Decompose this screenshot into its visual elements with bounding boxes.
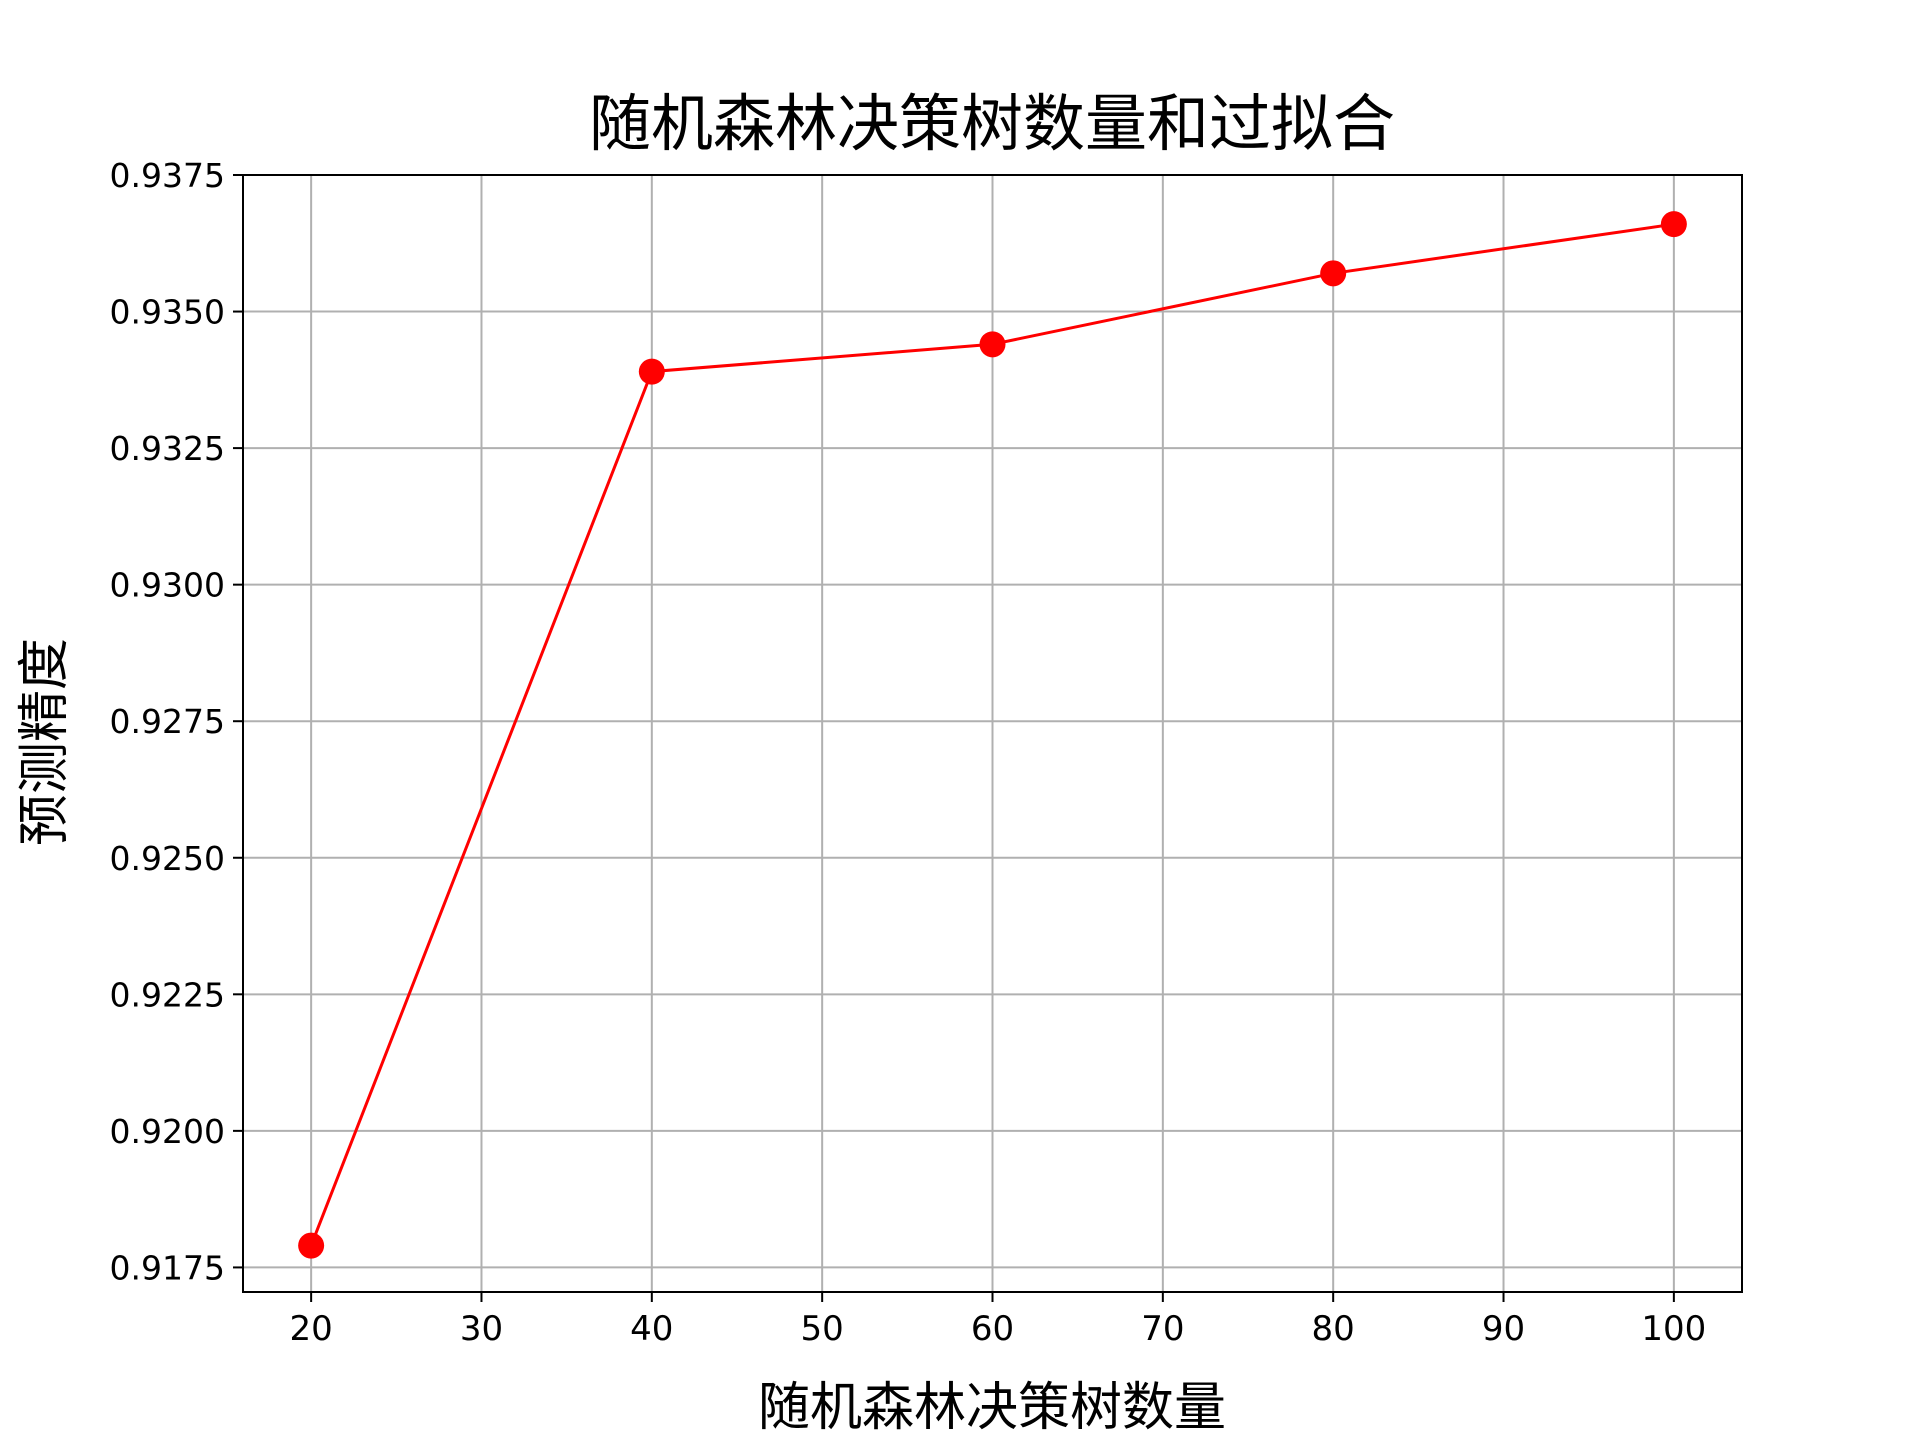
x-tick-label: 80 (1312, 1309, 1355, 1349)
x-tick-label: 60 (971, 1309, 1014, 1349)
x-axis-label: 随机森林决策树数量 (758, 1378, 1226, 1438)
x-tick-label: 40 (630, 1309, 673, 1349)
data-point (1320, 260, 1347, 287)
data-point (298, 1232, 325, 1259)
x-tick-label: 100 (1641, 1309, 1706, 1349)
series-layer (298, 211, 1687, 1259)
x-tick-label: 30 (460, 1309, 503, 1349)
y-tick-label: 0.9200 (110, 1112, 225, 1151)
y-tick-label: 0.9225 (110, 975, 225, 1014)
y-tick-label: 0.9375 (110, 156, 225, 195)
y-tick-label: 0.9300 (110, 566, 225, 605)
y-tick-label: 0.9350 (110, 293, 225, 332)
data-point (1660, 211, 1687, 238)
y-tick-label: 0.9275 (110, 702, 225, 741)
x-tick-label: 20 (290, 1309, 333, 1349)
data-point (979, 331, 1006, 358)
x-tick-label: 70 (1141, 1309, 1184, 1349)
y-axis-label: 预测精度 (15, 638, 75, 846)
chart-title: 随机森林决策树数量和过拟合 (589, 87, 1395, 160)
data-point (638, 358, 665, 385)
x-tick-label: 50 (801, 1309, 844, 1349)
x-tick-label: 90 (1482, 1309, 1525, 1349)
axis-ticks: 20 30 40 50 60 70 80 90 100 0.9175 0.9200 0.9225 0.9… (110, 156, 1707, 1349)
y-tick-label: 0.9175 (110, 1248, 225, 1287)
y-tick-label: 0.9325 (110, 429, 225, 468)
y-tick-label: 0.9250 (110, 839, 225, 878)
